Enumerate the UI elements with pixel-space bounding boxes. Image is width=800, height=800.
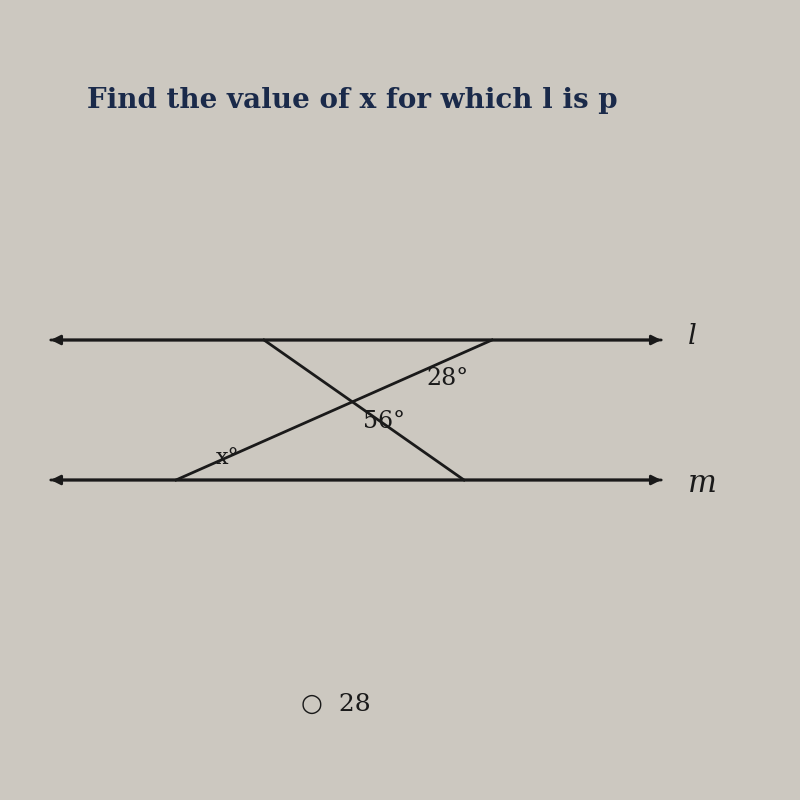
Text: Find the value of x for which l is p: Find the value of x for which l is p bbox=[86, 86, 618, 114]
Text: l: l bbox=[688, 322, 697, 350]
Text: m: m bbox=[688, 469, 717, 499]
Text: ○  28: ○ 28 bbox=[301, 693, 371, 715]
Text: 56°: 56° bbox=[363, 410, 406, 434]
Text: x°: x° bbox=[216, 446, 240, 469]
Text: 28°: 28° bbox=[427, 367, 469, 390]
